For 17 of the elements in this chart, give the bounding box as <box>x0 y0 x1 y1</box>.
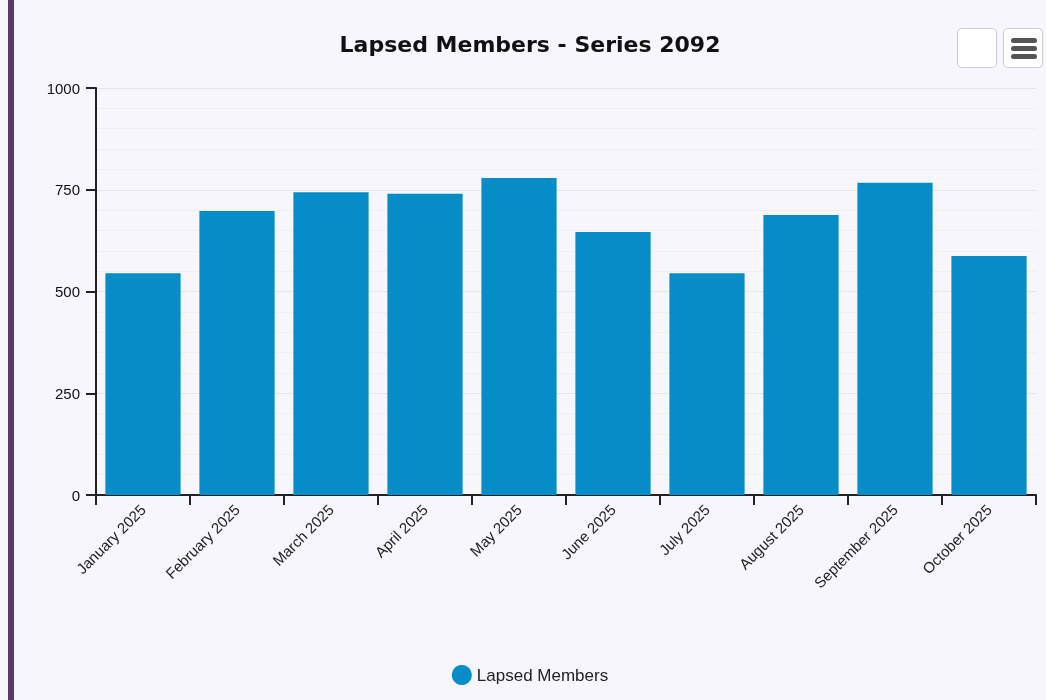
bar <box>199 210 275 495</box>
bar <box>763 214 839 495</box>
y-tick-label: 750 <box>54 181 80 199</box>
y-tick-label: 250 <box>54 384 80 402</box>
y-tick-label: 500 <box>54 283 80 300</box>
bar <box>575 232 651 495</box>
bar <box>857 182 933 495</box>
chart-title: Lapsed Members - Series 2092 <box>339 31 721 57</box>
y-tick-label: 1000 <box>46 79 80 97</box>
bar <box>105 273 181 495</box>
bar <box>481 177 557 495</box>
bar <box>951 256 1027 495</box>
bar <box>293 192 369 495</box>
bar <box>669 273 745 495</box>
bar <box>387 193 463 495</box>
legend-label: Lapsed Members <box>476 665 609 685</box>
y-tick-label: 0 <box>71 486 80 504</box>
